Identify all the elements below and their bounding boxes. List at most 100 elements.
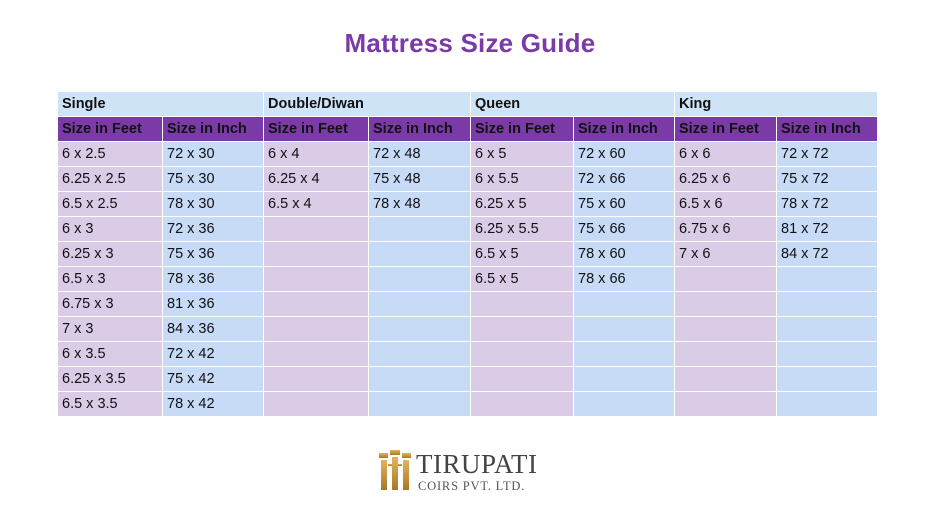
table-row: 6.5 x 3 78 x 36 6.5 x 5 78 x 66 — [57, 266, 879, 292]
group-header-double: Double/Diwan — [263, 91, 472, 117]
column-header-inch: Size in Inch — [368, 116, 472, 142]
table-row: 6.75 x 3 81 x 36 — [57, 291, 879, 317]
size-feet-cell: 6.5 x 5 — [470, 266, 575, 292]
size-inch-cell: 72 x 48 — [368, 141, 472, 167]
size-feet-cell: 6.25 x 5.5 — [470, 216, 575, 242]
size-inch-cell — [368, 316, 472, 342]
size-inch-cell: 78 x 48 — [368, 191, 472, 217]
group-header-queen: Queen — [470, 91, 676, 117]
size-inch-cell: 75 x 60 — [573, 191, 676, 217]
size-feet-cell — [470, 391, 575, 417]
size-inch-cell — [368, 341, 472, 367]
size-feet-cell: 6.25 x 3.5 — [57, 366, 163, 392]
table-row: 6.25 x 3 75 x 36 6.5 x 5 78 x 60 7 x 6 84 x 7… — [57, 241, 879, 267]
size-inch-cell — [368, 241, 472, 267]
size-inch-cell: 81 x 72 — [776, 216, 879, 242]
table-row: 7 x 3 84 x 36 — [57, 316, 879, 342]
column-header-inch: Size in Inch — [161, 116, 265, 142]
group-header-single: Single — [56, 91, 265, 117]
company-logo: TIRUPATI COIRS PVT. LTD. — [378, 448, 558, 498]
size-inch-cell — [776, 316, 879, 342]
size-inch-cell — [573, 366, 676, 392]
size-inch-cell: 78 x 72 — [776, 191, 879, 217]
size-inch-cell: 78 x 60 — [573, 241, 676, 267]
company-logo-icon — [379, 450, 411, 490]
logo-name: TIRUPATI — [416, 449, 538, 479]
table-row: 6 x 3 72 x 36 6.25 x 5.5 75 x 66 6.75 x 6 81 … — [57, 216, 879, 242]
size-feet-cell — [674, 366, 778, 392]
size-feet-cell — [263, 391, 370, 417]
size-inch-cell — [573, 316, 676, 342]
size-inch-cell: 72 x 36 — [161, 216, 265, 242]
size-feet-cell: 6 x 2.5 — [57, 141, 163, 167]
size-inch-cell: 75 x 30 — [161, 166, 265, 192]
size-feet-cell: 6.5 x 4 — [263, 191, 370, 217]
group-header-row: Single Double/Diwan Queen King — [56, 91, 879, 117]
size-feet-cell: 6.75 x 3 — [57, 291, 163, 317]
size-inch-cell — [368, 366, 472, 392]
size-feet-cell: 6.25 x 6 — [674, 166, 778, 192]
size-inch-cell — [776, 341, 879, 367]
size-inch-cell: 75 x 36 — [161, 241, 265, 267]
size-feet-cell: 6 x 3.5 — [57, 341, 163, 367]
size-inch-cell: 78 x 42 — [161, 391, 265, 417]
size-inch-cell: 72 x 30 — [161, 141, 265, 167]
page-title: Mattress Size Guide — [344, 28, 596, 58]
size-guide-table: Single Double/Diwan Queen King Size in F… — [56, 91, 879, 417]
group-header-king: King — [674, 91, 879, 117]
size-feet-cell: 6.25 x 4 — [263, 166, 370, 192]
size-inch-cell — [573, 341, 676, 367]
size-feet-cell — [470, 291, 575, 317]
size-feet-cell: 6.5 x 2.5 — [57, 191, 163, 217]
size-feet-cell: 6.5 x 3 — [57, 266, 163, 292]
size-feet-cell: 6.25 x 2.5 — [57, 166, 163, 192]
table-row: 6.25 x 3.5 75 x 42 — [57, 366, 879, 392]
size-feet-cell — [674, 341, 778, 367]
size-inch-cell — [368, 391, 472, 417]
size-feet-cell — [263, 366, 370, 392]
size-feet-cell: 6 x 5 — [470, 141, 575, 167]
size-feet-cell — [674, 391, 778, 417]
size-inch-cell: 78 x 30 — [161, 191, 265, 217]
size-feet-cell: 6.25 x 5 — [470, 191, 575, 217]
size-inch-cell — [776, 391, 879, 417]
size-feet-cell: 6.5 x 3.5 — [57, 391, 163, 417]
size-inch-cell: 75 x 66 — [573, 216, 676, 242]
size-feet-cell — [470, 366, 575, 392]
size-feet-cell: 7 x 3 — [57, 316, 163, 342]
size-inch-cell — [368, 216, 472, 242]
size-feet-cell — [263, 341, 370, 367]
size-inch-cell: 72 x 42 — [161, 341, 265, 367]
size-inch-cell — [573, 391, 676, 417]
size-feet-cell: 6 x 5.5 — [470, 166, 575, 192]
size-feet-cell: 6.75 x 6 — [674, 216, 778, 242]
size-feet-cell: 6.5 x 5 — [470, 241, 575, 267]
table-row: 6 x 3.5 72 x 42 — [57, 341, 879, 367]
column-header-inch: Size in Inch — [573, 116, 676, 142]
table-row: 6.25 x 2.5 75 x 30 6.25 x 4 75 x 48 6 x 5.5 7… — [57, 166, 879, 192]
size-inch-cell: 72 x 60 — [573, 141, 676, 167]
table-row: 6.5 x 3.5 78 x 42 — [57, 391, 879, 417]
size-feet-cell: 6.25 x 3 — [57, 241, 163, 267]
column-header-feet: Size in Feet — [674, 116, 778, 142]
size-feet-cell: 6.5 x 6 — [674, 191, 778, 217]
size-inch-cell — [573, 291, 676, 317]
size-inch-cell: 84 x 72 — [776, 241, 879, 267]
column-header-row: Size in Feet Size in Inch Size in Feet S… — [57, 116, 879, 142]
size-feet-cell: 6 x 3 — [57, 216, 163, 242]
size-inch-cell: 72 x 72 — [776, 141, 879, 167]
size-feet-cell — [263, 241, 370, 267]
size-inch-cell: 75 x 42 — [161, 366, 265, 392]
size-inch-cell: 78 x 36 — [161, 266, 265, 292]
logo-subtitle: COIRS PVT. LTD. — [418, 479, 526, 493]
size-feet-cell: 6 x 6 — [674, 141, 778, 167]
size-inch-cell — [776, 291, 879, 317]
size-feet-cell — [674, 291, 778, 317]
column-header-feet: Size in Feet — [470, 116, 575, 142]
size-table-body: 6 x 2.5 72 x 30 6 x 4 72 x 48 6 x 5 72 x 60 6 … — [57, 141, 879, 417]
size-inch-cell — [368, 266, 472, 292]
column-header-feet: Size in Feet — [263, 116, 370, 142]
size-feet-cell — [263, 216, 370, 242]
size-inch-cell: 72 x 66 — [573, 166, 676, 192]
size-inch-cell — [776, 266, 879, 292]
